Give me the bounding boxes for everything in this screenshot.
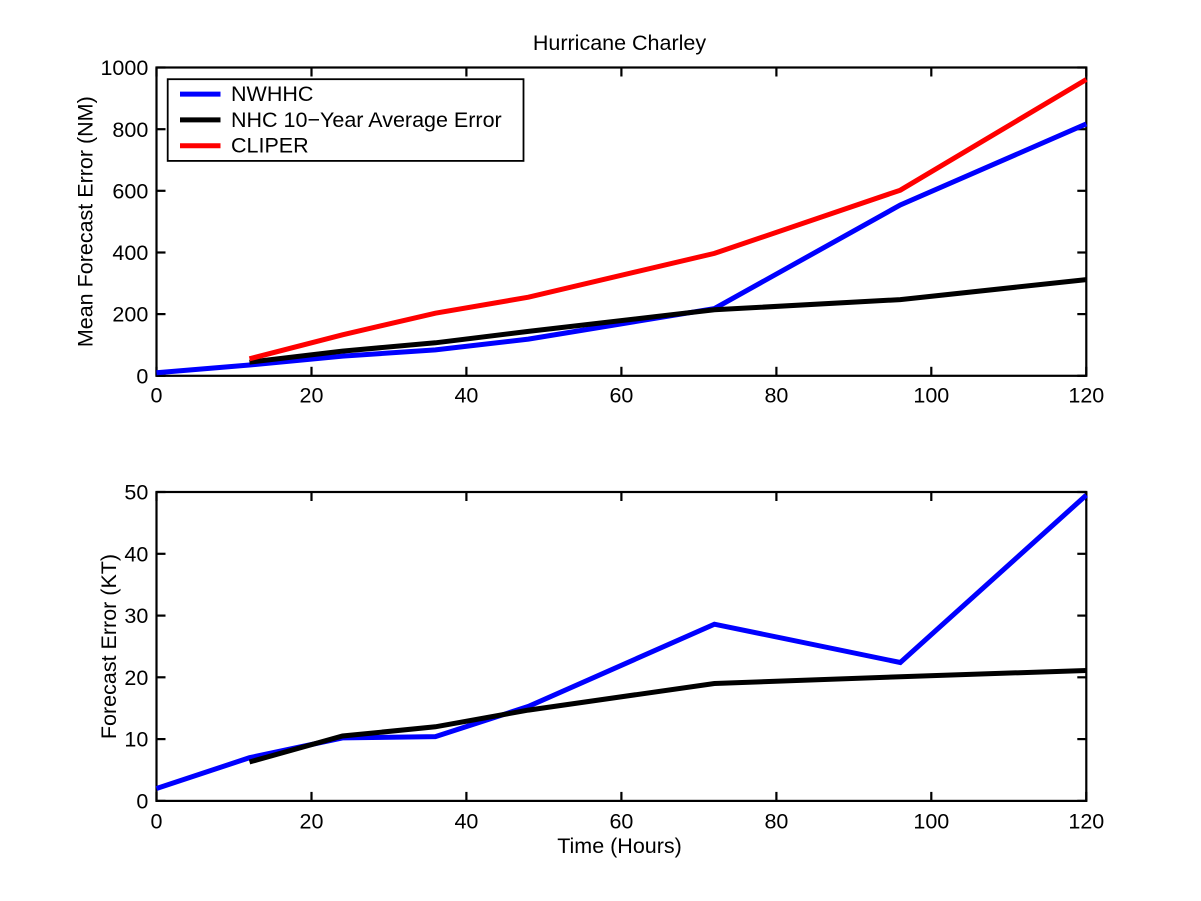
svg-text:Hurricane Charley: Hurricane Charley	[533, 31, 707, 55]
svg-text:60: 60	[609, 810, 633, 834]
svg-text:200: 200	[112, 303, 148, 327]
svg-text:600: 600	[112, 179, 148, 203]
svg-text:80: 80	[764, 810, 788, 834]
svg-text:40: 40	[454, 384, 478, 408]
svg-text:400: 400	[112, 241, 148, 265]
svg-text:NHC 10−Year Average Error: NHC 10−Year Average Error	[231, 108, 502, 132]
svg-text:50: 50	[124, 481, 148, 505]
svg-text:CLIPER: CLIPER	[231, 134, 309, 158]
svg-text:Mean Forecast Error (NM): Mean Forecast Error (NM)	[74, 96, 98, 347]
svg-text:80: 80	[764, 384, 788, 408]
svg-text:40: 40	[124, 542, 148, 566]
svg-text:1000: 1000	[100, 56, 148, 80]
svg-text:0: 0	[151, 384, 163, 408]
svg-text:0: 0	[151, 810, 163, 834]
svg-text:20: 20	[124, 666, 148, 690]
svg-text:30: 30	[124, 604, 148, 628]
svg-text:20: 20	[300, 384, 324, 408]
svg-text:100: 100	[913, 810, 949, 834]
svg-text:120: 120	[1068, 384, 1104, 408]
svg-text:60: 60	[609, 384, 633, 408]
svg-text:20: 20	[300, 810, 324, 834]
svg-text:0: 0	[136, 364, 148, 388]
svg-text:100: 100	[913, 384, 949, 408]
svg-text:Forecast Error (KT): Forecast Error (KT)	[97, 554, 121, 739]
svg-text:0: 0	[136, 790, 148, 814]
svg-text:120: 120	[1068, 810, 1104, 834]
svg-text:NWHHC: NWHHC	[231, 82, 313, 106]
svg-text:800: 800	[112, 118, 148, 142]
svg-text:40: 40	[454, 810, 478, 834]
svg-text:10: 10	[124, 728, 148, 752]
svg-text:Time (Hours): Time (Hours)	[557, 834, 682, 858]
